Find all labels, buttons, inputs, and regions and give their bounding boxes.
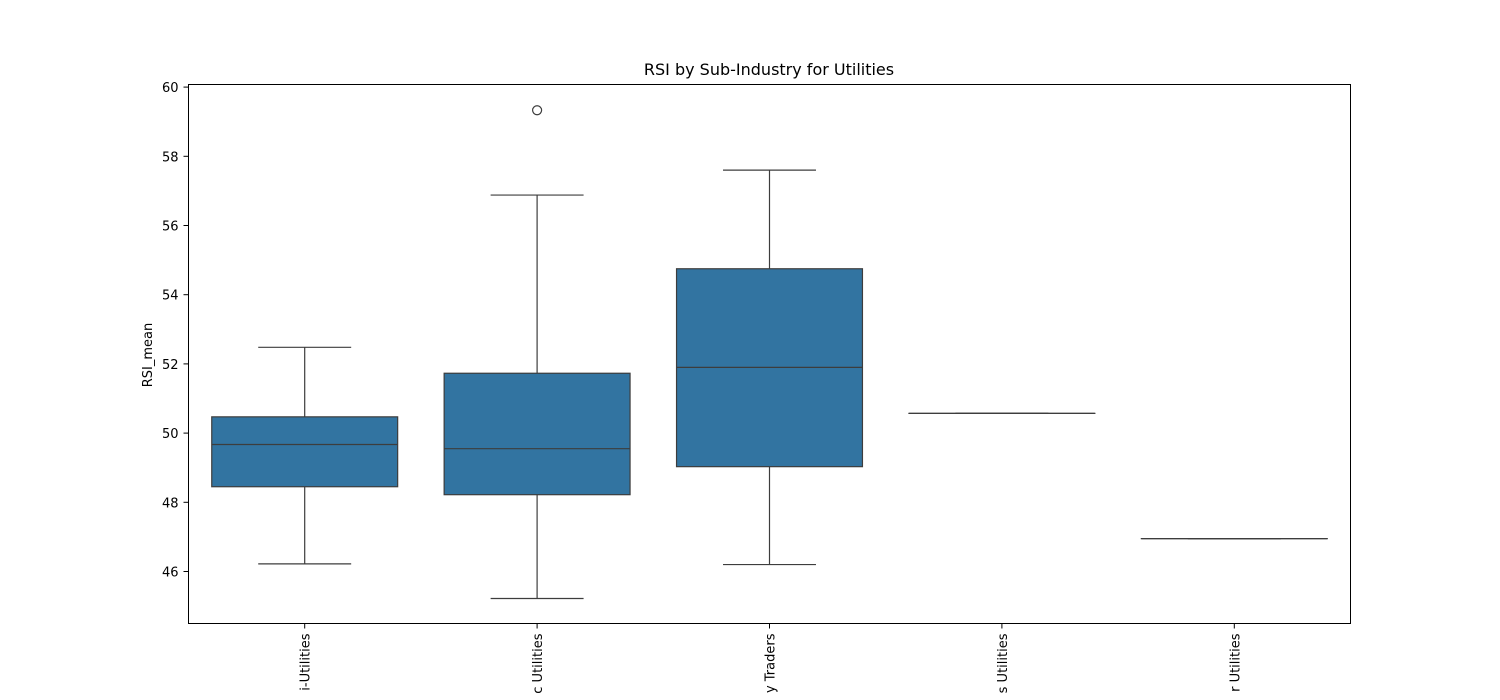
y-tick-label: 50 [162, 427, 179, 442]
y-tick-label: 52 [162, 358, 179, 373]
box [211, 416, 399, 488]
box [443, 372, 631, 496]
y-tick-label: 58 [162, 150, 179, 165]
box-group [443, 105, 631, 600]
outlier-point [531, 105, 543, 116]
x-tick-label: s Utilities [996, 633, 1011, 693]
y-axis-label: RSI_mean [141, 323, 156, 388]
y-tick-label: 48 [162, 496, 179, 511]
box-group [675, 169, 864, 566]
x-tick-label: r Utilities [1228, 633, 1243, 692]
y-tick-label: 54 [162, 289, 179, 304]
chart-title: RSI by Sub-Industry for Utilities [644, 60, 894, 79]
y-tick-label: 56 [162, 220, 179, 235]
x-tick-label: y Traders [764, 633, 779, 693]
x-tick-label: c Utilities [531, 633, 546, 693]
box-group [211, 346, 399, 565]
y-tick-label: 46 [162, 566, 179, 581]
x-axis: i-Utilities c Utilities y Traders s Utiliti… [299, 623, 1243, 694]
y-tick-label: 60 [162, 81, 179, 96]
plot-frame [188, 84, 1351, 624]
x-tick-label: i-Utilities [299, 633, 314, 690]
y-axis: 46 48 50 52 54 56 58 60 [162, 81, 189, 581]
plot-area [211, 105, 1328, 600]
